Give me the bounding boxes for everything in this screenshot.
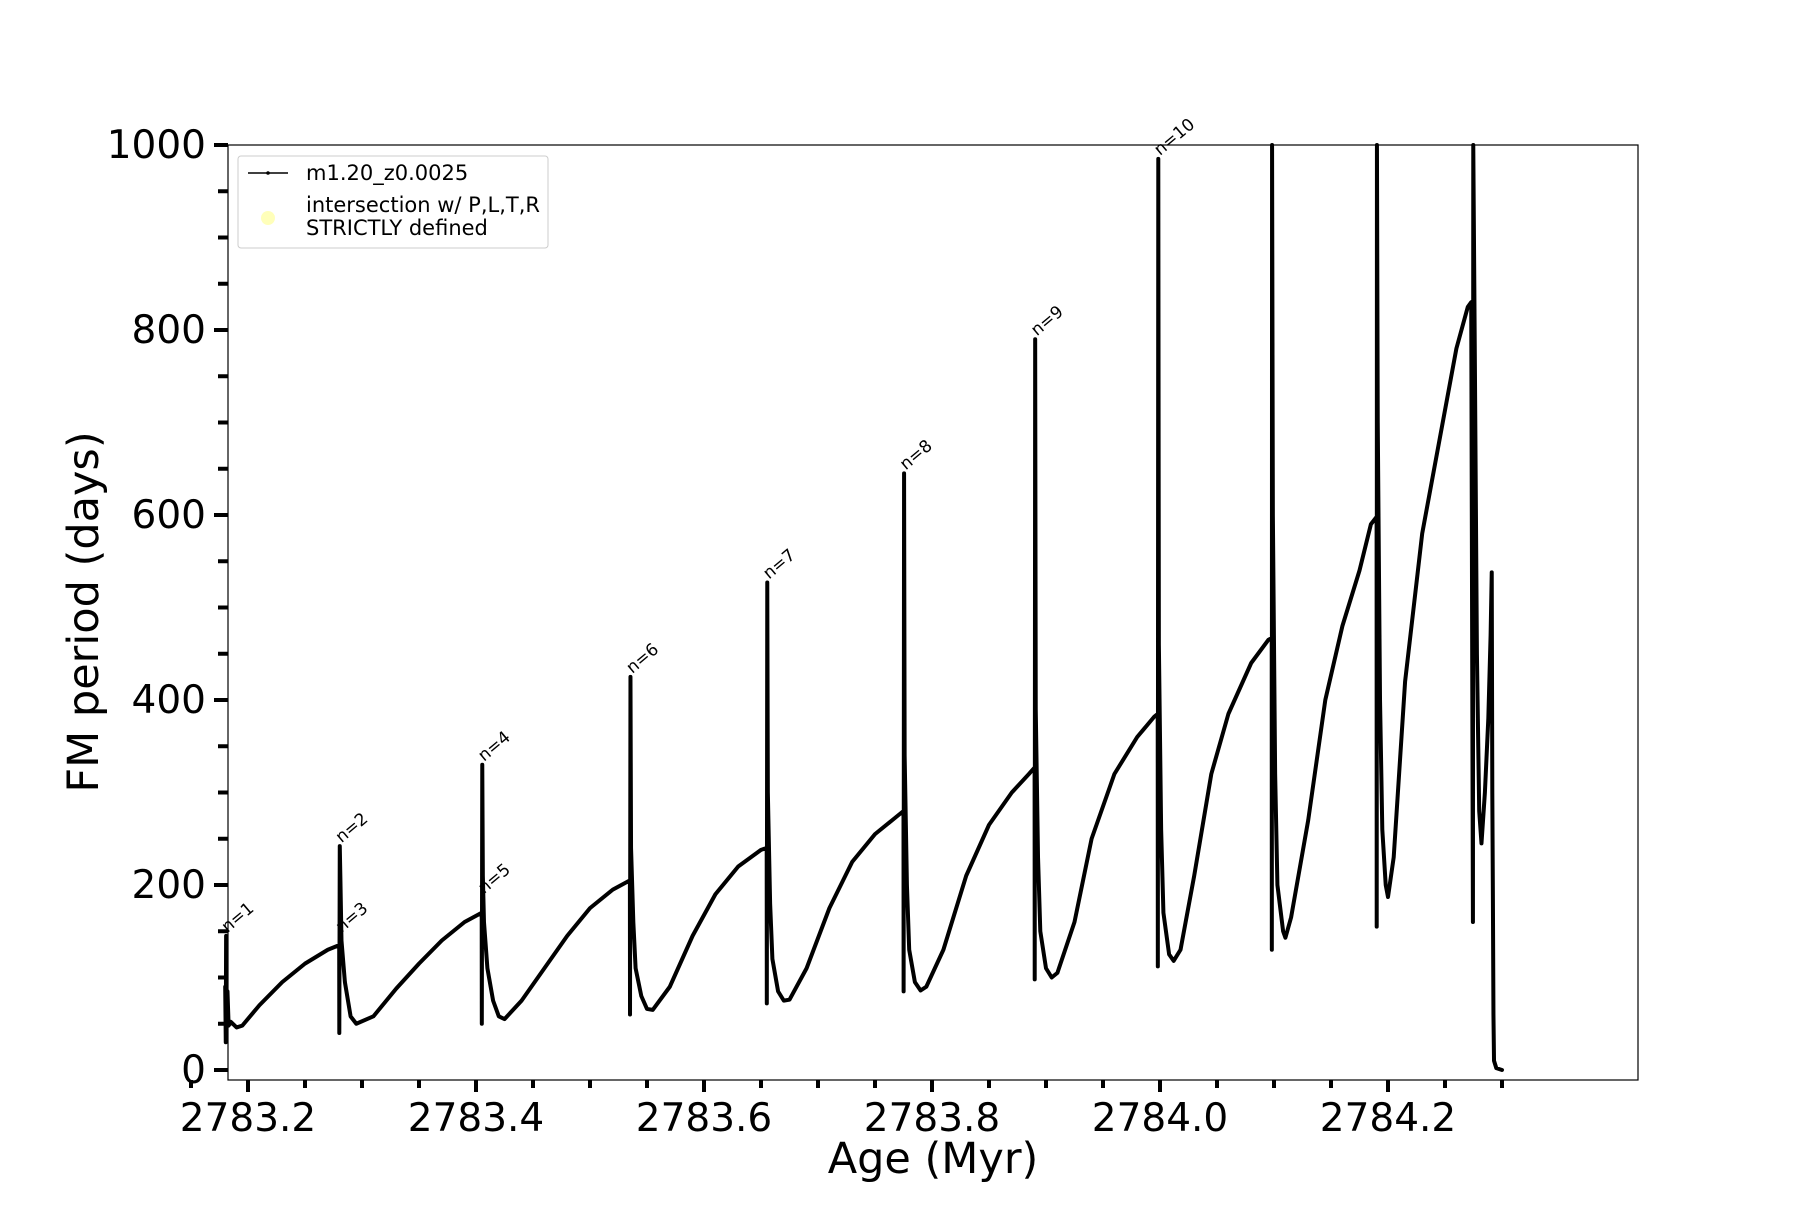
- legend-label-intersection-line1: intersection w/ P,L,T,R: [306, 193, 540, 217]
- y-tick-label: 1000: [107, 123, 206, 168]
- legend-box: [237, 155, 549, 249]
- pulse-annotation: n=10: [1150, 115, 1199, 160]
- legend-circle-marker: [261, 211, 275, 225]
- y-tick-label: 400: [132, 678, 206, 723]
- pulse-annotation: n=9: [1027, 302, 1067, 340]
- axes-layer: 2783.2 2783.4 2783.6 2783.8 2784.0 2784.2 0 200…: [107, 123, 1504, 1141]
- x-tick-label: 2783.8: [864, 1096, 1000, 1141]
- pulse-annotation: n=6: [623, 640, 663, 678]
- x-tick-label: 2784.0: [1092, 1096, 1228, 1141]
- series-line: [223, 143, 1504, 1072]
- series-layer: [223, 143, 1504, 1072]
- legend: m1.20_z0.0025 intersection w/ P,L,T,R ST…: [237, 155, 549, 249]
- x-axis-title: Age (Myr): [828, 1134, 1039, 1184]
- pulse-annotation: n=4: [474, 727, 514, 765]
- plot-frame: [227, 144, 1639, 1081]
- x-tick-label: 2783.4: [408, 1096, 544, 1141]
- x-tick-label: 2784.2: [1320, 1096, 1456, 1141]
- y-tick-label: 800: [132, 308, 206, 353]
- legend-label-intersection-line2: STRICTLY defined: [306, 216, 488, 240]
- y-tick-label: 600: [132, 493, 206, 538]
- legend-line-dot: [266, 171, 270, 175]
- y-axis-title: FM period (days): [59, 431, 109, 792]
- x-tick-label: 2783.6: [636, 1096, 772, 1141]
- y-tick-label: 0: [181, 1048, 206, 1093]
- pulse-annotation: n=2: [332, 809, 372, 847]
- pulse-annotation: n=8: [896, 436, 936, 474]
- x-tick-label: 2783.2: [180, 1096, 316, 1141]
- pulse-annotation: n=7: [759, 545, 799, 583]
- y-tick-label: 200: [132, 863, 206, 908]
- legend-label-series: m1.20_z0.0025: [306, 161, 468, 186]
